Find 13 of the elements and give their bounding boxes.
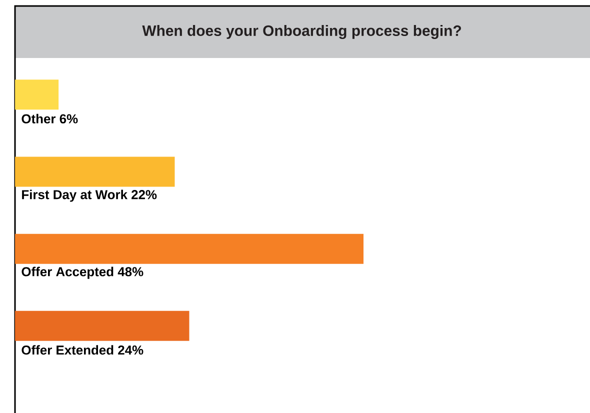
bar: [15, 80, 59, 110]
y-tick-label: Other: [22, 114, 56, 124]
data-label: 22%: [132, 190, 157, 200]
y-tick-label: Offer Extended: [22, 345, 114, 355]
y-tick-label: First Day at Work: [22, 190, 128, 202]
y-tick-label: Offer Accepted: [22, 266, 114, 279]
data-label: 24%: [118, 345, 144, 355]
chart-title: When does your Onboarding process begin?: [142, 25, 461, 39]
data-label: 48%: [118, 267, 144, 276]
bar: [15, 156, 175, 187]
bar: [15, 234, 364, 264]
bar: [15, 310, 190, 341]
data-label: 6%: [60, 114, 78, 124]
